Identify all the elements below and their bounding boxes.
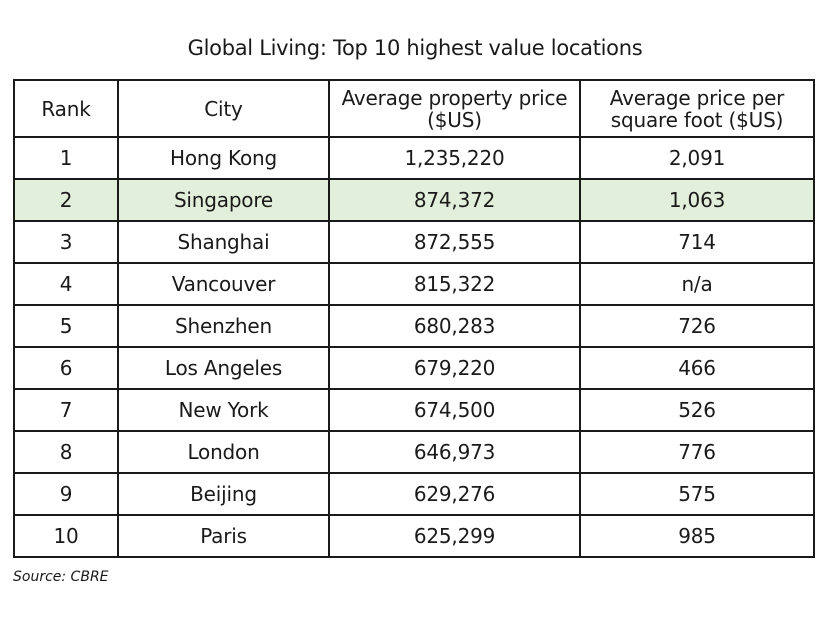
table-row: 5 Shenzhen 680,283 726 — [13, 304, 815, 348]
rank-cell: 10 — [13, 514, 119, 558]
table-header-row: Rank City Average property price ($US) A… — [13, 79, 815, 138]
avg-price-cell: 646,973 — [328, 430, 581, 474]
table-row: 8 London 646,973 776 — [13, 430, 815, 474]
header-rank-line-1: Rank — [41, 96, 91, 121]
avg-price-cell: 629,276 — [328, 472, 581, 516]
rank-cell: 7 — [13, 388, 119, 432]
source-note: Source: CBRE — [13, 569, 109, 585]
table-row: 9 Beijing 629,276 575 — [13, 472, 815, 516]
price-per-sqft-cell: 714 — [579, 220, 815, 264]
table-row: 10 Paris 625,299 985 — [13, 514, 815, 558]
price-per-sqft-cell: 726 — [579, 304, 815, 348]
price-per-sqft-cell: 575 — [579, 472, 815, 516]
price-per-sqft-cell: 985 — [579, 514, 815, 558]
rank-cell: 9 — [13, 472, 119, 516]
avg-price-cell: 680,283 — [328, 304, 581, 348]
avg-price-cell: 679,220 — [328, 346, 581, 390]
header-city: City — [117, 79, 330, 138]
rank-cell: 2 — [13, 178, 119, 222]
city-cell: Singapore — [117, 178, 330, 222]
price-per-sqft-cell: 466 — [579, 346, 815, 390]
city-cell: Vancouver — [117, 262, 330, 306]
avg-price-cell: 874,372 — [328, 178, 581, 222]
header-avg-price-line-1: Average property price — [341, 85, 568, 110]
avg-price-cell: 674,500 — [328, 388, 581, 432]
header-price-per-sqft-line-2: square foot ($US) — [610, 107, 784, 132]
header-city-line-1: City — [204, 96, 243, 121]
price-per-sqft-cell: 2,091 — [579, 136, 815, 180]
header-price-per-sqft-line-1: Average price per — [609, 85, 785, 110]
avg-price-cell: 815,322 — [328, 262, 581, 306]
table-body: 1 Hong Kong 1,235,220 2,091 2 Singapore 874,37… — [13, 136, 815, 558]
avg-price-cell: 872,555 — [328, 220, 581, 264]
table-row: 3 Shanghai 872,555 714 — [13, 220, 815, 264]
price-per-sqft-cell: 776 — [579, 430, 815, 474]
rank-cell: 4 — [13, 262, 119, 306]
rank-cell: 1 — [13, 136, 119, 180]
city-cell: Beijing — [117, 472, 330, 516]
rank-cell: 5 — [13, 304, 119, 348]
rank-cell: 8 — [13, 430, 119, 474]
price-per-sqft-cell: 1,063 — [579, 178, 815, 222]
city-cell: Los Angeles — [117, 346, 330, 390]
table-title: Global Living: Top 10 highest value loca… — [187, 36, 643, 60]
avg-price-cell: 1,235,220 — [328, 136, 581, 180]
locations-table: Rank City Average property price ($US) A… — [13, 79, 815, 558]
table-row: 7 New York 674,500 526 — [13, 388, 815, 432]
city-cell: Shanghai — [117, 220, 330, 264]
price-per-sqft-cell: n/a — [579, 262, 815, 306]
header-price-per-sqft: Average price per square foot ($US) — [579, 79, 815, 138]
city-cell: Paris — [117, 514, 330, 558]
table-row: 1 Hong Kong 1,235,220 2,091 — [13, 136, 815, 180]
city-cell: London — [117, 430, 330, 474]
avg-price-cell: 625,299 — [328, 514, 581, 558]
table-row: 6 Los Angeles 679,220 466 — [13, 346, 815, 390]
city-cell: New York — [117, 388, 330, 432]
table-row-highlighted: 2 Singapore 874,372 1,063 — [13, 178, 815, 222]
city-cell: Hong Kong — [117, 136, 330, 180]
rank-cell: 6 — [13, 346, 119, 390]
table-row: 4 Vancouver 815,322 n/a — [13, 262, 815, 306]
price-per-sqft-cell: 526 — [579, 388, 815, 432]
header-avg-price-line-2: ($US) — [427, 107, 482, 132]
header-rank: Rank — [13, 79, 119, 138]
header-avg-price: Average property price ($US) — [328, 79, 581, 138]
rank-cell: 3 — [13, 220, 119, 264]
city-cell: Shenzhen — [117, 304, 330, 348]
